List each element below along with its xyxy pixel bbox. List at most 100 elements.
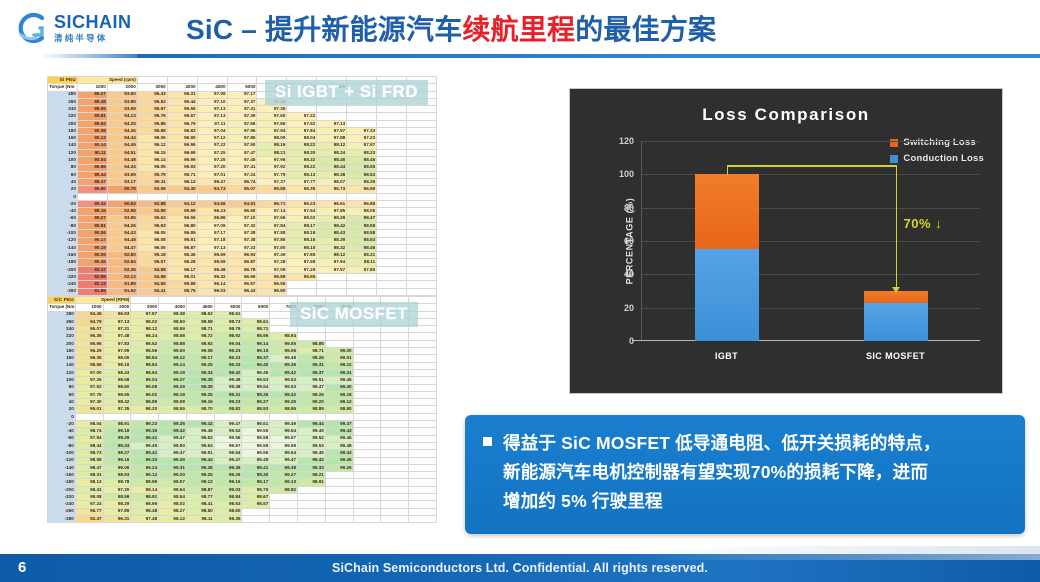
table-cell: 97.13 bbox=[316, 119, 348, 129]
table-cell: 83.17 bbox=[76, 265, 108, 275]
table-cell bbox=[376, 280, 408, 289]
table-cell: 97.79 bbox=[256, 170, 288, 180]
table-cell: 98.84 bbox=[130, 354, 160, 363]
table-blank-cell bbox=[196, 75, 228, 85]
table-cell: 96.76 bbox=[166, 119, 198, 129]
table-cell: 98.22 bbox=[286, 163, 318, 172]
table-cell: 98.58 bbox=[346, 221, 378, 231]
table-torque-cell: 120 bbox=[47, 368, 76, 378]
table-cell: 96.47 bbox=[196, 178, 228, 187]
table-cell: 99.16 bbox=[185, 398, 215, 407]
table-cell: 99.12 bbox=[185, 478, 215, 487]
table-cell: 99.14 bbox=[241, 339, 271, 349]
table-cell bbox=[376, 141, 408, 150]
table-cell bbox=[352, 405, 382, 414]
table-cell: 99.51 bbox=[297, 376, 326, 385]
table-row: 80 97.52 98.60 99.08 99.29 99.39 99.48 99.54 99.… bbox=[47, 383, 437, 392]
table-cell: 98.55 bbox=[158, 405, 187, 414]
table-cell: 99.55 bbox=[241, 427, 271, 436]
table-torque-label-cell: Torque (Nm bbox=[47, 83, 78, 92]
bar-segment-switching-loss bbox=[694, 174, 759, 250]
table-cell bbox=[406, 265, 437, 275]
table-torque-cell: 80 bbox=[47, 163, 78, 172]
table-cell: 85.32 bbox=[76, 200, 108, 209]
page-title-prefix: SiC – 提升新能源汽车 bbox=[186, 14, 463, 45]
chart-y-tick: 0 bbox=[628, 336, 634, 346]
table-cell bbox=[376, 258, 408, 267]
table-cell bbox=[380, 500, 410, 509]
logo-text-block: SICHAIN 清纯半导体 bbox=[54, 13, 132, 43]
table-cell bbox=[376, 163, 408, 172]
chart-gridline bbox=[642, 241, 980, 242]
table-cell: 98.77 bbox=[185, 492, 215, 502]
table-cell bbox=[406, 185, 437, 194]
table-cell: 98.46 bbox=[346, 243, 378, 253]
table-row: -60 97.94 99.29 99.41 99.47 99.52 99.56 99.58 99… bbox=[47, 434, 437, 443]
table-cell: 96.05 bbox=[136, 229, 168, 238]
table-cell: 99.16 bbox=[213, 478, 243, 487]
table-row: -140 90.19 94.47 96.05 96.87 97.13 97.33 97.80 9… bbox=[47, 243, 437, 253]
table-cell bbox=[136, 192, 168, 202]
table-torque-cell: -220 bbox=[47, 272, 78, 282]
table-cell: 96.89 bbox=[166, 229, 198, 238]
annotation-label: 70% ↓ bbox=[903, 216, 943, 232]
table-cell: 99.40 bbox=[241, 361, 271, 370]
table-col-header: 6000 bbox=[241, 303, 271, 312]
table-torque-cell: -120 bbox=[47, 456, 76, 465]
table-cell: 97.48 bbox=[130, 514, 160, 524]
table-cell: 99.26 bbox=[269, 398, 299, 407]
table-cell: 89.27 bbox=[76, 90, 108, 99]
chart-x-tick: IGBT bbox=[714, 351, 739, 361]
header-rule bbox=[137, 54, 1040, 58]
table-cell bbox=[324, 514, 354, 524]
table-cell: 99.59 bbox=[241, 441, 271, 451]
table-cell: 93.99 bbox=[106, 105, 138, 114]
table-cell: 97.96 bbox=[256, 156, 288, 165]
table-cell: 99.25 bbox=[185, 361, 215, 370]
table-cell: 99.48 bbox=[269, 354, 299, 363]
table-cell: 99.57 bbox=[213, 441, 243, 451]
table-torque-cell: 80 bbox=[47, 383, 76, 392]
table-cell: 98.99 bbox=[130, 478, 160, 487]
table-blank-cell bbox=[213, 295, 243, 305]
chart-plot-area: 0 20 40 60 80 100 120 IGBT SIC MOSFET 70% ↓ bbox=[619, 136, 980, 361]
table-cell bbox=[376, 127, 408, 136]
table-cell: 93.99 bbox=[106, 170, 138, 180]
table-torque-cell: 140 bbox=[47, 141, 78, 150]
table-cell: 90.13 bbox=[76, 134, 108, 143]
table-cell: 99.27 bbox=[158, 376, 187, 385]
table-cell bbox=[297, 332, 326, 341]
table-cell: 97.00 bbox=[74, 368, 104, 378]
table-cell: 97.28 bbox=[256, 258, 288, 267]
table-cell: 90.06 bbox=[76, 229, 108, 238]
table-cell bbox=[408, 507, 437, 516]
table-cell: 96.12 bbox=[136, 141, 168, 150]
header-rule-fade bbox=[40, 54, 140, 58]
table-cell: 97.66 bbox=[256, 214, 288, 223]
table-cell: 98.74 bbox=[74, 427, 104, 436]
table-cell: 98.38 bbox=[158, 310, 187, 319]
table-col-header: 2000 bbox=[102, 303, 132, 312]
table-cell: 98.16 bbox=[102, 361, 132, 370]
table-cell: 99.47 bbox=[269, 456, 299, 465]
chart-gridline bbox=[642, 274, 980, 276]
table-cell: 93.85 bbox=[106, 97, 138, 107]
table-cell: 99.18 bbox=[102, 427, 132, 436]
table-torque-cell: -20 bbox=[47, 200, 78, 209]
table-cell bbox=[406, 105, 437, 114]
table-cell bbox=[352, 390, 382, 400]
table-cell: 97.13 bbox=[196, 243, 228, 253]
table-cell: 95.67 bbox=[136, 105, 168, 114]
table-torque-cell: -220 bbox=[47, 492, 76, 502]
table-cell: 90.14 bbox=[76, 141, 108, 150]
page-title-highlight: 续航里程 bbox=[462, 14, 576, 45]
table-cell: 98.26 bbox=[346, 178, 378, 187]
table-cell bbox=[352, 500, 382, 509]
table-cell bbox=[380, 398, 410, 407]
table-cell: 98.73 bbox=[213, 317, 243, 327]
table-cell: 96.90 bbox=[166, 134, 198, 143]
table-cell: 96.29 bbox=[74, 347, 104, 356]
table-cell: 98.12 bbox=[316, 141, 348, 150]
table-cell: 99.45 bbox=[324, 376, 354, 385]
table-cell: 98.11 bbox=[346, 258, 378, 267]
